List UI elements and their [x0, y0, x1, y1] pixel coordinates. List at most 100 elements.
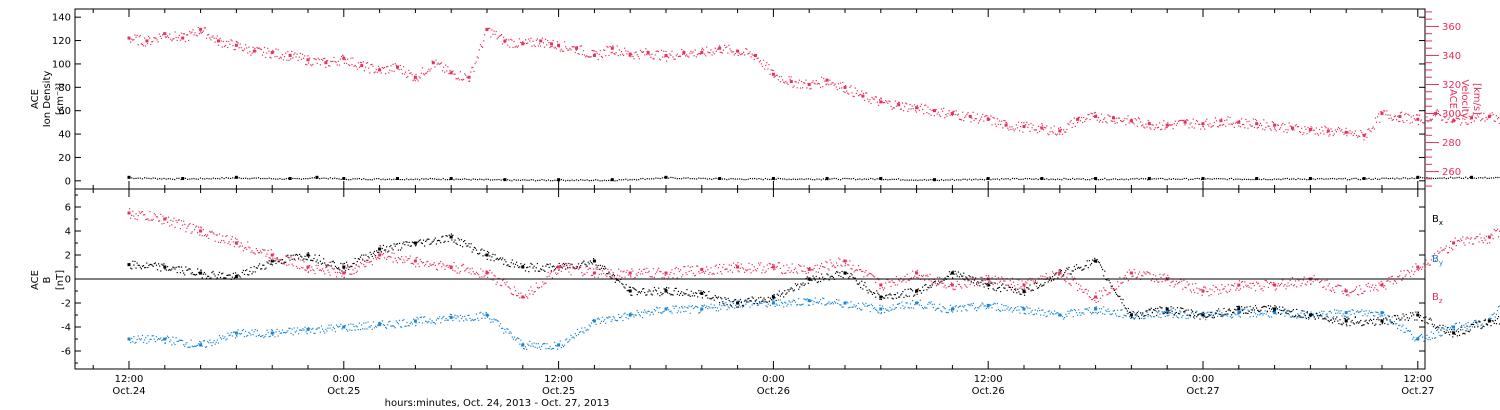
trace-dot-velocity: [466, 76, 468, 78]
trace-dot-velocity: [770, 69, 772, 71]
trace-dot-bx: [943, 279, 945, 281]
trace-dot-bx: [548, 266, 550, 269]
trace-dot-bx: [392, 249, 394, 251]
trace-dot-velocity: [1310, 126, 1312, 128]
trace-dot-density: [1233, 179, 1235, 181]
trace-dot-by: [185, 343, 187, 345]
data-point-velocity: [592, 53, 596, 57]
trace-dot-by: [783, 306, 785, 308]
trace-dot-bx: [764, 299, 766, 301]
trace-dot-bx: [1058, 274, 1060, 276]
trace-dot-bx: [358, 258, 361, 260]
trace-dot-velocity: [996, 118, 998, 120]
trace-dot-velocity: [1314, 133, 1316, 135]
trace-dot-velocity: [977, 122, 980, 124]
trace-dot-velocity: [1462, 118, 1464, 120]
trace-dot-by: [609, 316, 611, 318]
trace-dot-bx: [550, 270, 552, 272]
trace-dot-velocity: [1029, 130, 1031, 133]
trace-dot-bx: [990, 282, 992, 284]
trace-dot-by: [629, 315, 632, 317]
trace-dot-bx: [1346, 325, 1348, 327]
trace-dot-velocity: [422, 73, 425, 75]
trace-dot-velocity: [255, 50, 257, 52]
trace-dot-velocity: [659, 59, 662, 61]
trace-dot-velocity: [613, 52, 615, 55]
trace-dot-by: [138, 338, 140, 340]
trace-dot-velocity: [1234, 122, 1237, 124]
trace-dot-by: [1453, 325, 1455, 327]
trace-dot-bx: [1199, 318, 1201, 320]
trace-dot-by: [289, 327, 291, 330]
trace-dot-velocity: [758, 61, 760, 63]
trace-dot-by: [284, 331, 286, 333]
trace-dot-velocity: [928, 113, 930, 115]
trace-dot-density: [758, 177, 760, 180]
trace-dot-velocity: [488, 27, 490, 29]
trace-dot-bx: [197, 268, 199, 270]
trace-dot-density: [1497, 176, 1499, 179]
data-point-velocity: [1416, 117, 1420, 121]
trace-dot-density: [981, 178, 983, 181]
trace-dot-bx: [535, 267, 537, 269]
trace-dot-velocity: [1206, 118, 1208, 120]
trace-dot-bx: [505, 261, 507, 263]
trace-dot-by: [410, 321, 412, 323]
trace-dot-density: [1194, 178, 1196, 180]
trace-dot-bx: [1093, 260, 1095, 262]
trace-dot-by: [1223, 314, 1225, 316]
trace-dot-density: [925, 179, 928, 181]
trace-dot-density: [283, 178, 285, 180]
trace-dot-bx: [261, 268, 263, 270]
trace-dot-velocity: [1322, 130, 1324, 132]
trace-dot-by: [1133, 312, 1135, 314]
trace-dot-density: [412, 179, 414, 181]
trace-dot-by: [1358, 311, 1360, 313]
trace-dot-by: [1400, 329, 1402, 332]
data-point-bx: [986, 283, 990, 287]
trace-dot-velocity: [620, 51, 623, 53]
trace-dot-velocity: [793, 85, 795, 87]
trace-dot-density: [279, 177, 281, 180]
trace-dot-by: [869, 311, 871, 313]
trace-dot-by: [1011, 311, 1014, 313]
trace-dot-by: [764, 300, 766, 302]
trace-dot-velocity: [669, 53, 671, 55]
trace-dot-bx: [768, 300, 770, 302]
trace-dot-velocity: [368, 67, 370, 69]
trace-dot-velocity: [352, 57, 354, 59]
trace-dot-bx: [745, 299, 747, 301]
trace-dot-velocity: [917, 107, 919, 109]
trace-dot-bx: [567, 266, 569, 269]
trace-dot-velocity: [934, 110, 936, 112]
trace-dot-velocity: [1298, 130, 1301, 133]
trace-dot-bx: [1027, 287, 1029, 289]
trace-dot-bx: [952, 277, 954, 279]
trace-dot-by: [1430, 331, 1432, 333]
trace-dot-velocity: [816, 83, 818, 85]
trace-dot-by: [648, 310, 650, 312]
trace-dot-by: [1335, 312, 1337, 314]
trace-dot-velocity: [498, 35, 501, 37]
trace-dot-bx: [1095, 261, 1097, 263]
trace-dot-by: [229, 334, 231, 336]
trace-dot-velocity: [611, 51, 613, 54]
trace-dot-velocity: [365, 62, 368, 64]
trace-dot-bx: [928, 287, 930, 289]
trace-dot-bx: [1153, 309, 1156, 311]
trace-dot-velocity: [1258, 124, 1261, 127]
trace-dot-bx: [484, 254, 486, 256]
trace-dot-velocity: [822, 86, 824, 88]
trace-dot-density: [427, 178, 429, 180]
trace-dot-velocity: [182, 33, 184, 35]
trace-dot-by: [1086, 308, 1088, 310]
trace-dot-bx: [1350, 321, 1352, 323]
trace-dot-by: [1387, 314, 1389, 317]
trace-dot-by: [1363, 310, 1365, 313]
trace-dot-by: [1456, 329, 1459, 331]
trace-dot-bx: [1269, 305, 1272, 307]
trace-dot-velocity: [155, 37, 157, 39]
trace-dot-bx: [430, 243, 432, 245]
trace-dot-by: [752, 302, 754, 305]
trace-dot-density: [1151, 178, 1153, 180]
